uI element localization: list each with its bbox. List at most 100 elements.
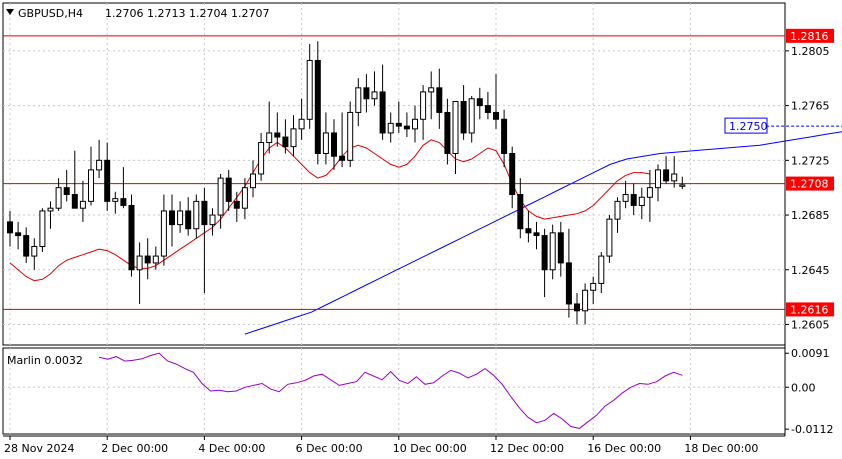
candle-body [395, 122, 402, 127]
candle-body [233, 200, 240, 209]
candle-body [371, 91, 378, 100]
horizontal-levels[interactable] [3, 35, 785, 310]
time-tick-label: 2 Dec 00:00 [101, 442, 168, 455]
candle-body [241, 187, 248, 209]
candle-body [517, 194, 524, 230]
time-tick-label: 12 Dec 00:00 [490, 442, 564, 455]
price-tick-label: 1.2805 [791, 45, 830, 58]
candle-body [63, 187, 70, 196]
candle-body [39, 210, 46, 248]
candle-body [501, 118, 508, 154]
candle-body [347, 111, 354, 161]
candle-body [582, 289, 589, 312]
candle-body [476, 98, 483, 107]
candle-body [630, 194, 637, 206]
candle-body [136, 255, 143, 271]
candle-body [387, 122, 394, 134]
candle-body [622, 194, 629, 202]
candle-body [169, 210, 175, 226]
candle-body [363, 87, 370, 100]
candle-body [120, 198, 127, 206]
candle-body [7, 221, 13, 234]
candle-body [590, 282, 597, 291]
candle-body [444, 111, 451, 154]
oscillator: 0.0091 0.00 -0.0112 [3, 347, 833, 436]
candle-body [638, 196, 645, 206]
chevron-down-icon[interactable] [6, 9, 14, 15]
candle-body [128, 204, 135, 271]
candle-body [484, 105, 491, 113]
candle-body [565, 262, 572, 305]
candle-body [185, 210, 192, 230]
candle-body [306, 59, 313, 120]
price-tick-label: 1.2645 [791, 264, 830, 277]
candle-body [403, 125, 410, 130]
candle-body [15, 232, 22, 237]
candle-body [598, 255, 605, 284]
ma-slow-badge-label: 1.2750 [729, 120, 768, 133]
candle-body [646, 187, 653, 198]
ma-slow-line [244, 131, 842, 335]
candle-body [250, 173, 256, 189]
candle-body [298, 118, 305, 130]
candle-body [177, 210, 184, 226]
oscillator-tick-label: -0.0112 [791, 423, 833, 436]
candle-body [47, 207, 54, 212]
candles [7, 41, 686, 325]
candle-body [217, 177, 224, 216]
oscillator-tick-label: 0.0091 [791, 347, 830, 360]
candle-body [23, 235, 30, 257]
level-badge [786, 28, 834, 43]
candle-body [614, 200, 621, 220]
time-tick-label: 28 Nov 2024 [4, 442, 74, 455]
candle-body [436, 87, 443, 113]
candle-body [671, 173, 678, 182]
candle-body [314, 59, 321, 154]
level-badge-label: 1.2616 [790, 303, 829, 316]
candle-body [266, 132, 273, 144]
candle-body [679, 184, 686, 187]
candle-body [112, 198, 119, 202]
candle-body [322, 132, 329, 154]
candle-body [452, 100, 459, 154]
level-badge [786, 302, 834, 317]
candle-body [509, 152, 516, 196]
level-badge-label: 1.2708 [790, 178, 829, 191]
candle-body [88, 169, 94, 202]
candle-body [209, 214, 216, 226]
time-tick-label: 4 Dec 00:00 [198, 442, 265, 455]
time-tick-label: 18 Dec 00:00 [684, 442, 758, 455]
price-tick-label: 1.2605 [791, 318, 830, 331]
ma-fast-line [9, 139, 650, 282]
candle-body [282, 136, 289, 148]
time-axis-ticks: 28 Nov 2024 2 Dec 00:00 4 Dec 00:00 6 Dec 0… [4, 436, 758, 455]
candle-body [428, 87, 435, 93]
candle-body [331, 132, 337, 157]
candle-body [339, 155, 346, 161]
candle-body [31, 246, 38, 257]
candle-body [549, 232, 556, 271]
time-tick-label: 6 Dec 00:00 [296, 442, 363, 455]
ma-fast [9, 139, 650, 282]
candle-body [274, 132, 281, 138]
candle-body [655, 169, 661, 189]
ma-slow-badge [724, 117, 768, 134]
candle-body [290, 128, 297, 148]
candle-body [460, 100, 467, 134]
candle-body [104, 159, 111, 202]
candle-body [379, 91, 386, 134]
level-badge-label: 1.2816 [790, 30, 829, 43]
ma-slow [244, 125, 842, 335]
ohlc-values: 1.2706 1.2713 1.2704 1.2707 [105, 7, 269, 20]
candle-body [468, 98, 475, 134]
candle-body [55, 187, 62, 209]
candle-body [525, 228, 532, 234]
candle-body [160, 210, 167, 257]
candle-body [193, 200, 200, 230]
candle-body [225, 177, 232, 202]
oscillator-tick-label: 0.00 [791, 381, 816, 394]
candle-body [71, 194, 78, 209]
candle-body [663, 169, 670, 182]
